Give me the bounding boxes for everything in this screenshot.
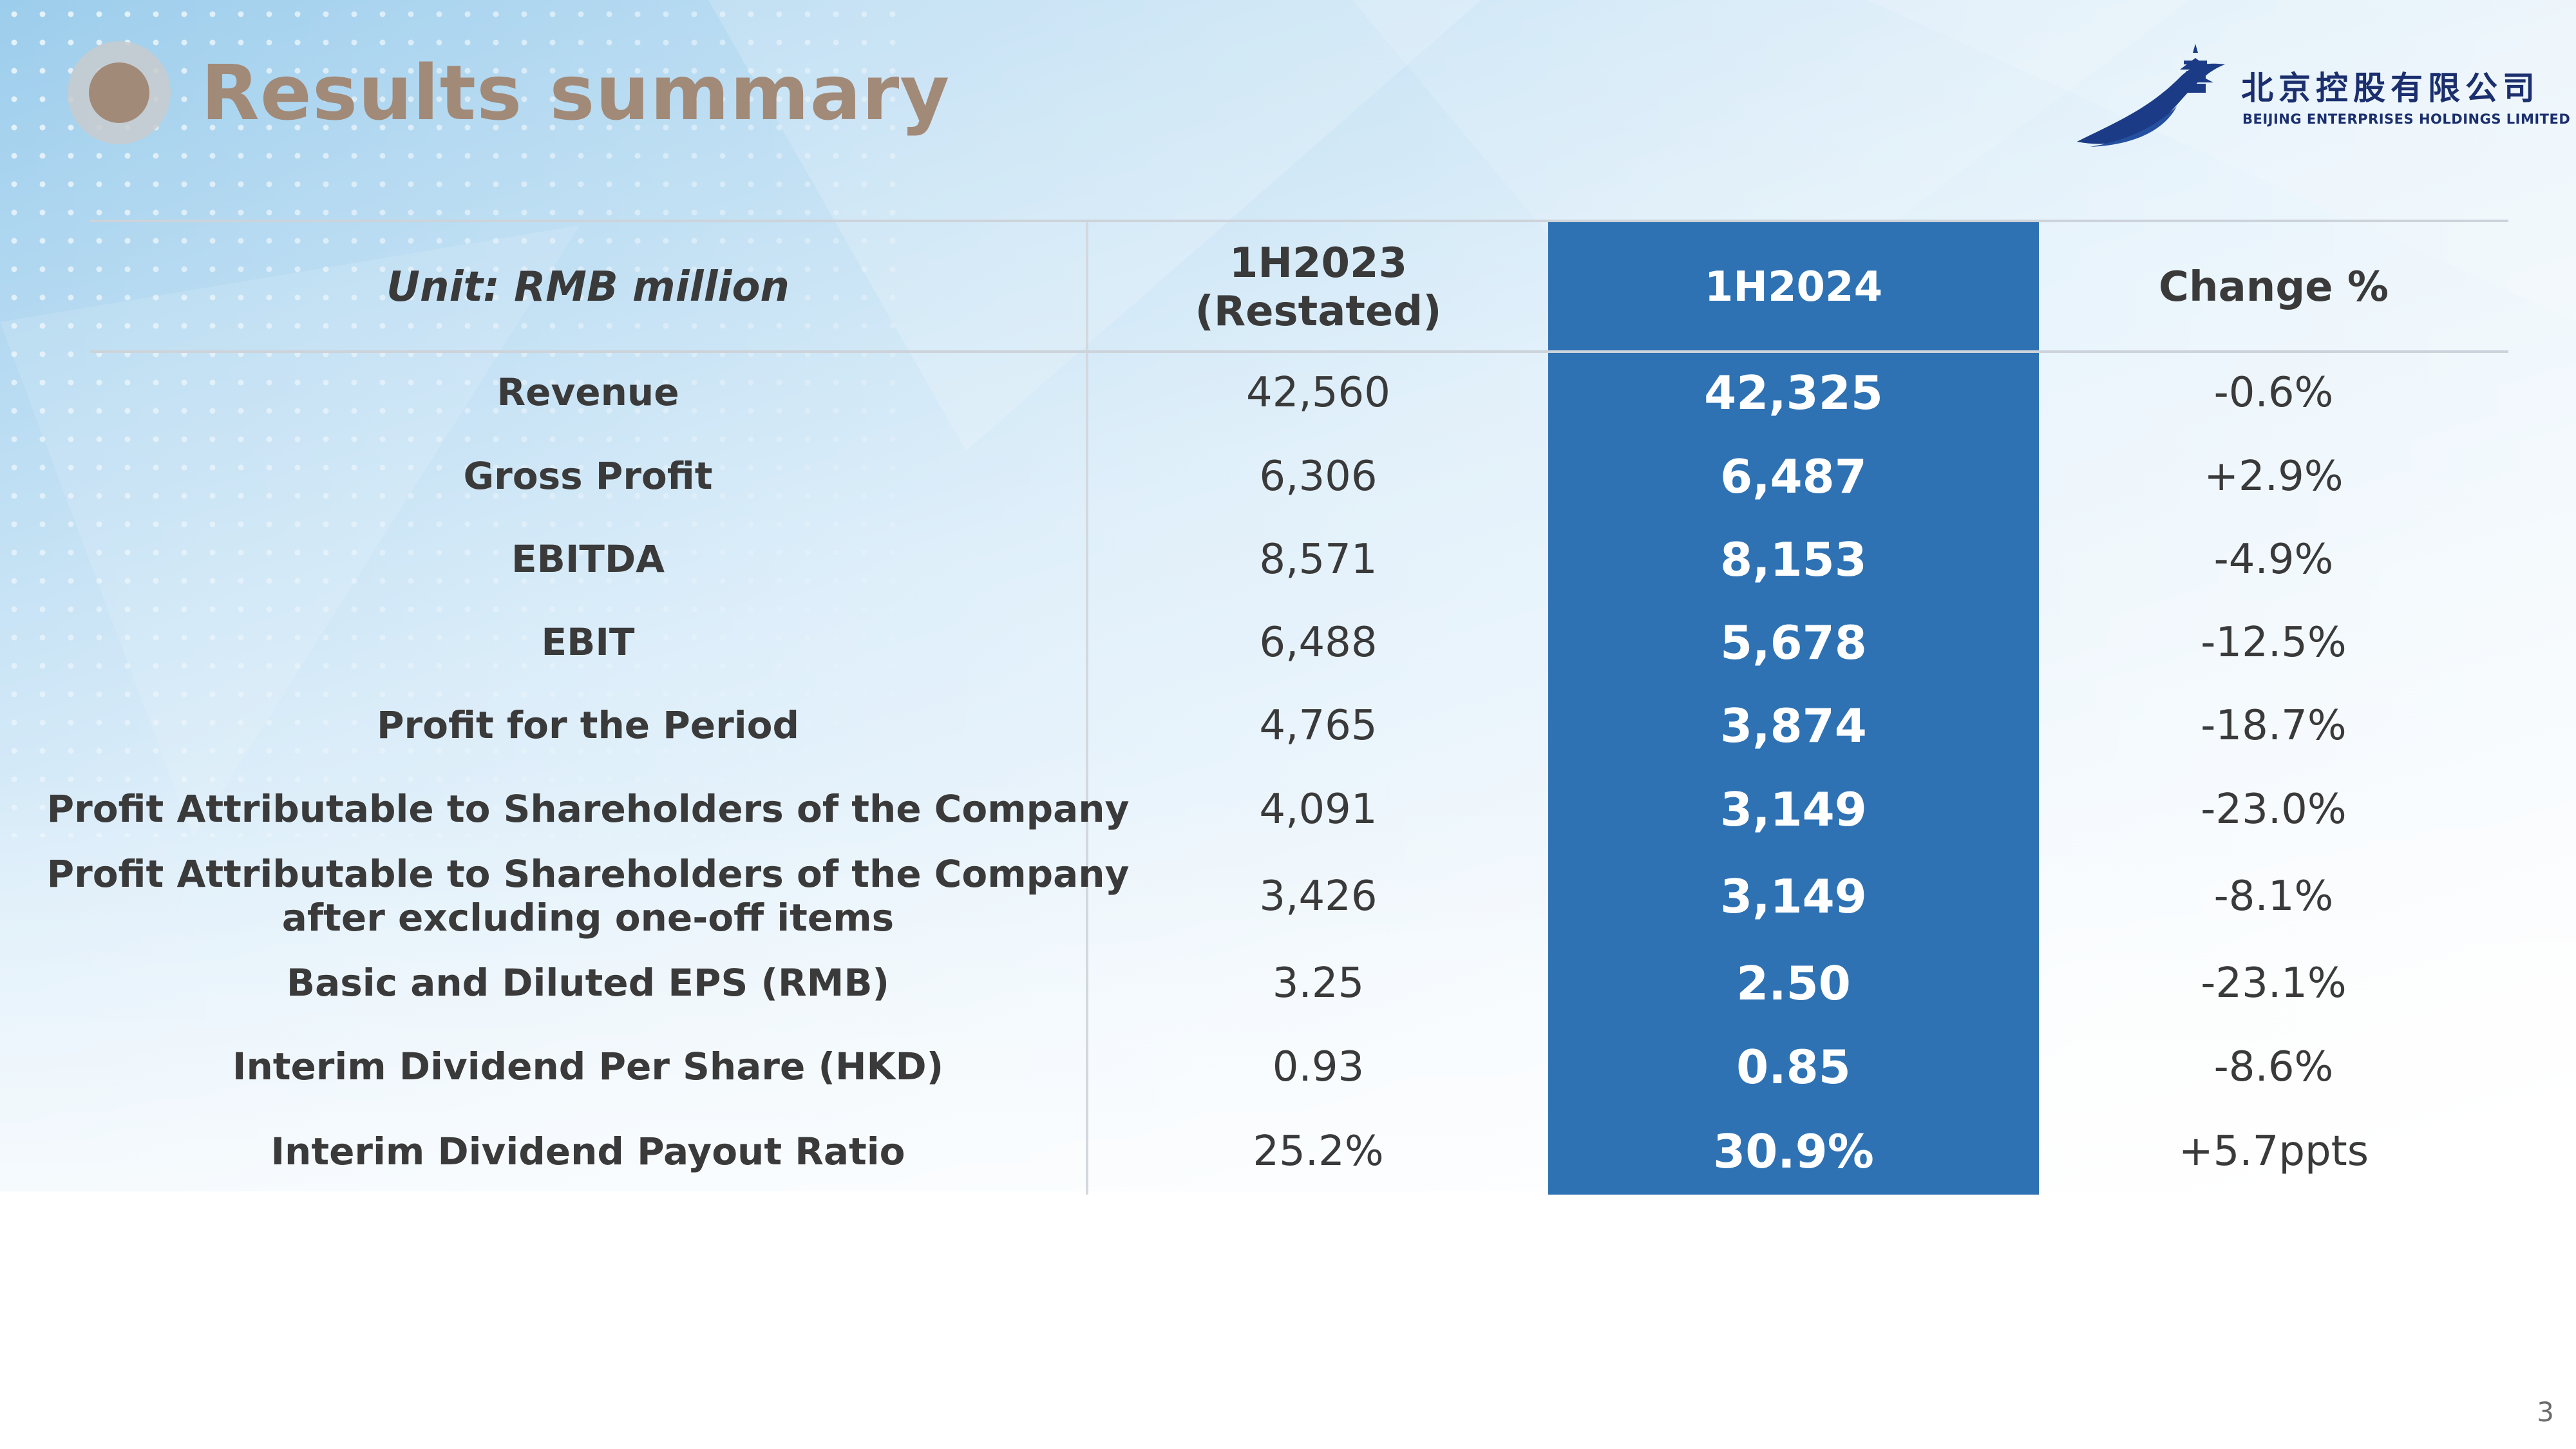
row-current-value: 3,874 bbox=[1720, 698, 1867, 753]
row-change-value: +2.9% bbox=[2204, 452, 2344, 500]
row-prev-value: 6,488 bbox=[1259, 618, 1378, 667]
row-change-value: -8.6% bbox=[2213, 1043, 2334, 1091]
row-label: Interim Dividend Payout Ratio bbox=[270, 1129, 905, 1173]
row-change-value: -8.1% bbox=[2213, 872, 2334, 920]
row-change-value: -0.6% bbox=[2213, 368, 2334, 417]
row-current-value: 0.85 bbox=[1736, 1039, 1851, 1094]
row-current-value: 2.50 bbox=[1736, 956, 1851, 1010]
row-change-value: -23.1% bbox=[2201, 959, 2347, 1007]
header-prev-line1: 1H2023 bbox=[1229, 239, 1408, 287]
row-label-line2: after excluding one-off items bbox=[281, 896, 895, 940]
header-prev-line2: (Restated) bbox=[1195, 287, 1442, 336]
title-circle-icon bbox=[68, 41, 171, 144]
row-label: Basic and Diluted EPS (RMB) bbox=[286, 961, 890, 1005]
row-prev-value: 3,426 bbox=[1259, 872, 1378, 920]
column-divider bbox=[1086, 222, 1088, 1195]
header-current-period: 1H2024 bbox=[1704, 263, 1883, 312]
logo-name-cn: 北京控股有限公司 bbox=[2241, 69, 2540, 107]
row-current-value: 3,149 bbox=[1720, 869, 1867, 923]
row-label: EBITDA bbox=[511, 537, 665, 582]
header-prev-period: 1H2023 (Restated) bbox=[1088, 222, 1548, 353]
header-bottom-rule bbox=[90, 350, 2508, 353]
row-label: Gross Profit bbox=[463, 454, 713, 498]
row-label: Revenue bbox=[497, 370, 679, 415]
page-number: 3 bbox=[2537, 1396, 2554, 1428]
row-change-value: -18.7% bbox=[2201, 701, 2347, 750]
row-change-value: -23.0% bbox=[2201, 785, 2347, 833]
table-top-rule bbox=[90, 220, 2508, 222]
row-current-value: 3,149 bbox=[1720, 782, 1867, 837]
row-prev-value: 3.25 bbox=[1272, 959, 1365, 1007]
row-prev-value: 0.93 bbox=[1272, 1043, 1365, 1091]
temple-wave-logo-icon bbox=[2077, 44, 2225, 147]
current-period-highlight-column bbox=[1548, 222, 2039, 1195]
row-change-value: -4.9% bbox=[2213, 535, 2334, 583]
row-prev-value: 4,765 bbox=[1259, 701, 1378, 750]
row-change-value: -12.5% bbox=[2201, 618, 2347, 667]
row-label: Interim Dividend Per Share (HKD) bbox=[232, 1045, 944, 1089]
company-logo: 北京控股有限公司 BEIJING ENTERPRISES HOLDINGS LI… bbox=[2070, 39, 2570, 155]
row-current-value: 42,325 bbox=[1704, 365, 1883, 420]
row-current-value: 8,153 bbox=[1720, 532, 1867, 587]
row-change-value: +5.7ppts bbox=[2178, 1128, 2369, 1176]
page-title: Results summary bbox=[201, 48, 951, 137]
row-prev-value: 6,306 bbox=[1259, 452, 1378, 500]
row-prev-value: 25.2% bbox=[1253, 1128, 1384, 1176]
row-label: Profit Attributable to Shareholders of t… bbox=[47, 851, 1130, 942]
row-label: Profit for the Period bbox=[377, 703, 799, 748]
row-label-line1: Profit Attributable to Shareholders of t… bbox=[46, 852, 1130, 896]
row-current-value: 5,678 bbox=[1720, 615, 1867, 670]
header-unit: Unit: RMB million bbox=[386, 263, 790, 312]
header-change: Change % bbox=[2159, 263, 2389, 312]
row-label: EBIT bbox=[541, 620, 635, 665]
row-label: Profit Attributable to Shareholders of t… bbox=[46, 787, 1130, 831]
row-current-value: 30.9% bbox=[1713, 1124, 1874, 1179]
slide-header: Results summary bbox=[67, 41, 950, 144]
row-prev-value: 42,560 bbox=[1246, 368, 1390, 417]
logo-name-en: BEIJING ENTERPRISES HOLDINGS LIMITED bbox=[2242, 111, 2571, 127]
row-prev-value: 4,091 bbox=[1259, 785, 1378, 833]
row-current-value: 6,487 bbox=[1720, 449, 1867, 504]
row-prev-value: 8,571 bbox=[1259, 535, 1378, 583]
